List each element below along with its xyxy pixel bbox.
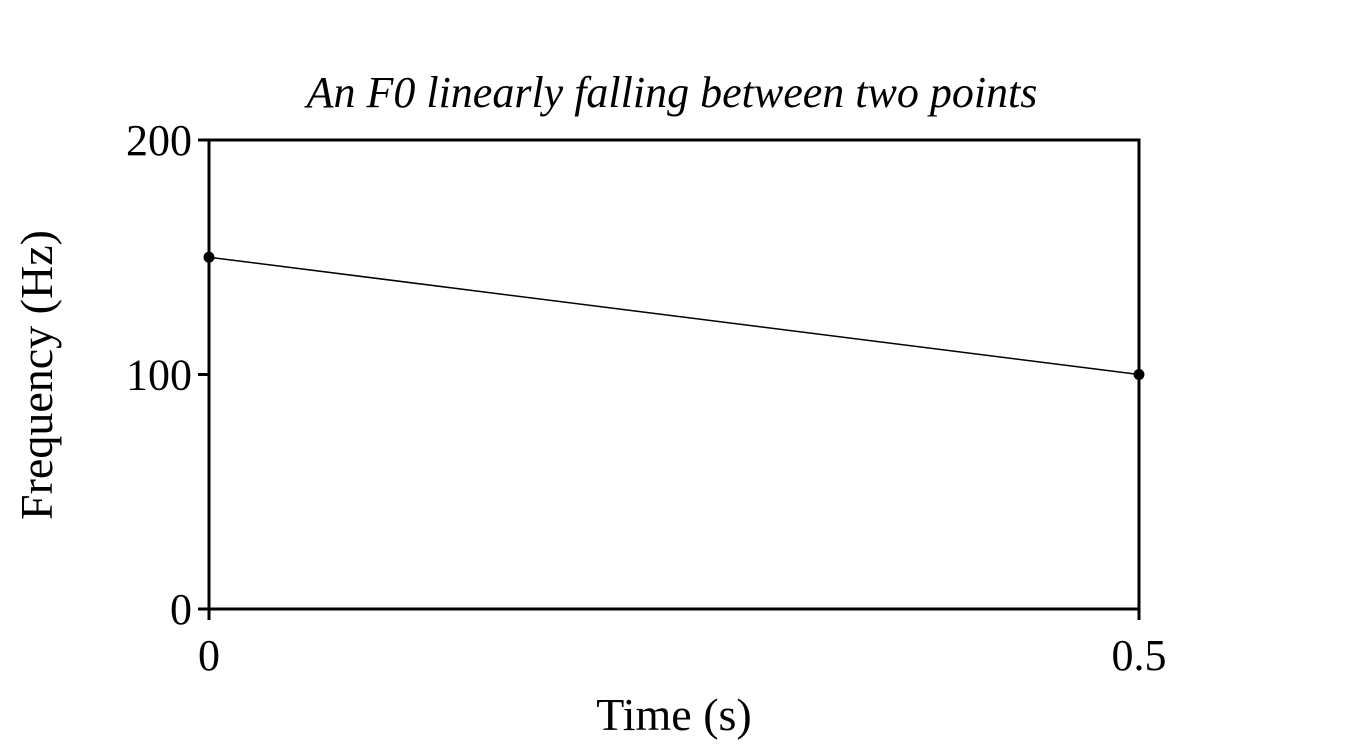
- x-axis-label: Time (s): [596, 689, 752, 740]
- y-tick-label: 100: [126, 351, 192, 400]
- y-tick-label: 200: [126, 116, 192, 165]
- series-layer: [203, 251, 1145, 380]
- series-line: [208, 256, 1140, 376]
- data-point: [1133, 369, 1145, 380]
- x-tick-label: 0: [198, 631, 220, 680]
- plot-frame: [207, 138, 1141, 611]
- y-tick-label: 0: [170, 585, 192, 634]
- x-tick-label: 0.5: [1112, 631, 1167, 680]
- chart-title: An F0 linearly falling between two point…: [304, 68, 1038, 117]
- y-axis-label: Frequency (Hz): [11, 230, 62, 520]
- x-axis-ticks: 0 0.5: [198, 609, 1167, 680]
- y-axis-ticks: 0 100 200: [126, 116, 209, 634]
- data-point: [203, 251, 215, 263]
